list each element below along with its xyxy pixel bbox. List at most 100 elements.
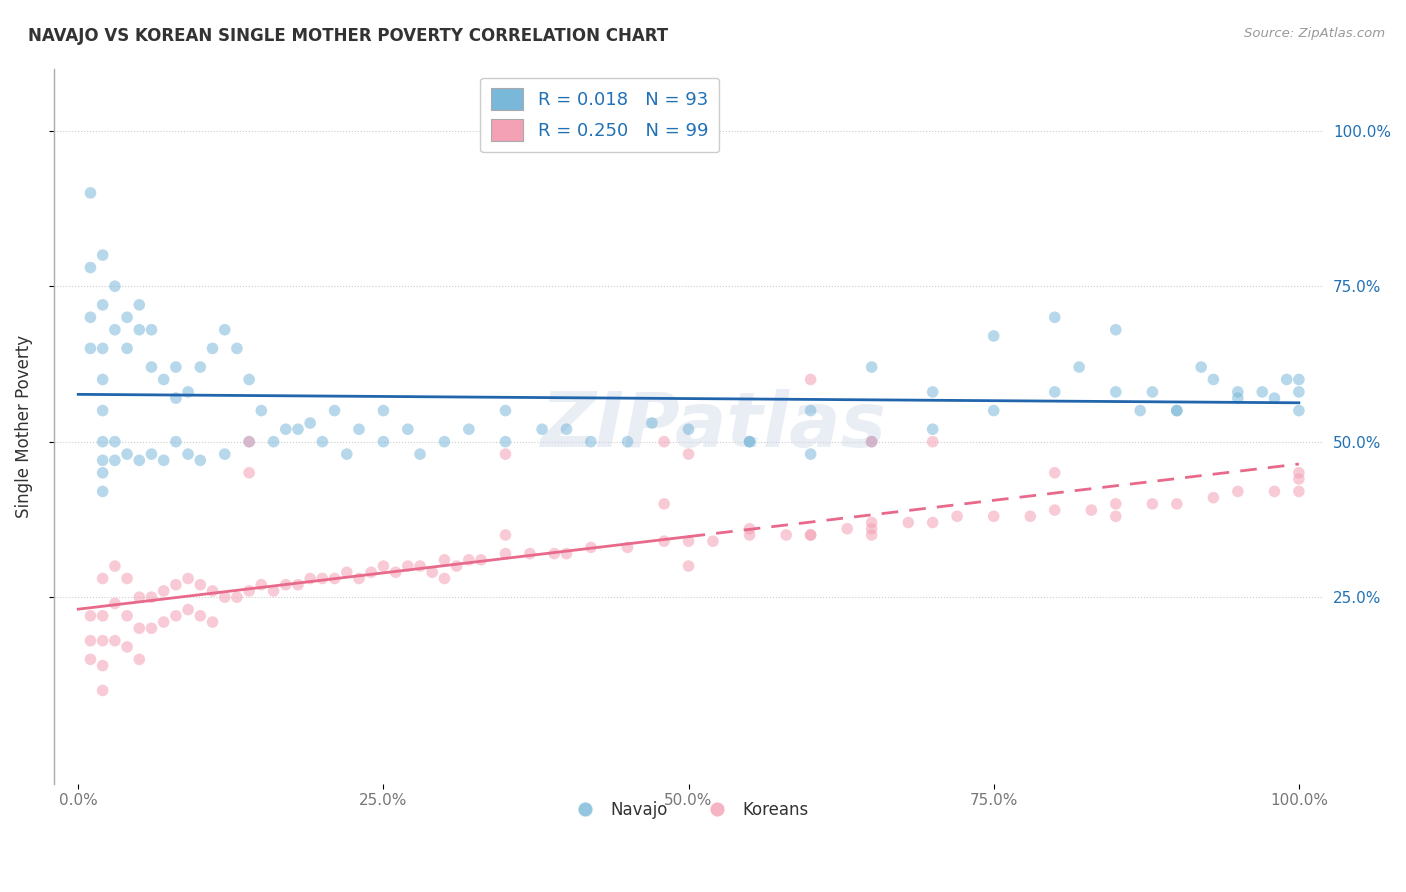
Point [79,186,101,200]
Point [311,572,333,586]
Point [983,329,1005,343]
Point [921,434,943,449]
Point [1263,484,1285,499]
Point [800,528,823,542]
Point [652,497,675,511]
Point [1043,503,1066,517]
Point [457,422,479,436]
Point [1069,359,1091,374]
Point [177,384,200,399]
Point [1226,391,1249,405]
Point [1105,497,1128,511]
Point [238,372,260,386]
Point [299,416,322,430]
Point [165,391,187,405]
Point [128,323,150,337]
Point [152,583,174,598]
Point [800,372,823,386]
Point [250,578,273,592]
Point [800,447,823,461]
Point [983,403,1005,417]
Point [104,323,127,337]
Point [1105,509,1128,524]
Point [287,422,309,436]
Point [373,434,395,449]
Point [1251,384,1274,399]
Point [446,559,468,574]
Point [495,447,517,461]
Point [738,434,761,449]
Point [1142,497,1164,511]
Point [678,559,700,574]
Point [519,547,541,561]
Point [860,359,883,374]
Point [860,516,883,530]
Point [495,434,517,449]
Point [347,572,370,586]
Point [128,453,150,467]
Point [128,590,150,604]
Point [165,608,187,623]
Point [238,434,260,449]
Point [323,403,346,417]
Point [1043,384,1066,399]
Point [226,342,249,356]
Point [141,447,163,461]
Point [104,279,127,293]
Point [287,578,309,592]
Point [800,528,823,542]
Point [531,422,554,436]
Point [616,434,638,449]
Point [775,528,797,542]
Point [188,453,211,467]
Point [641,416,664,430]
Point [495,547,517,561]
Point [263,434,285,449]
Point [263,583,285,598]
Point [141,590,163,604]
Point [495,528,517,542]
Point [1288,372,1310,386]
Point [91,466,114,480]
Text: NAVAJO VS KOREAN SINGLE MOTHER POVERTY CORRELATION CHART: NAVAJO VS KOREAN SINGLE MOTHER POVERTY C… [28,27,668,45]
Point [678,534,700,549]
Point [91,434,114,449]
Point [250,403,273,417]
Point [336,447,359,461]
Point [141,323,163,337]
Point [1105,384,1128,399]
Point [1288,484,1310,499]
Point [91,453,114,467]
Point [79,633,101,648]
Point [188,359,211,374]
Point [1189,359,1212,374]
Point [115,572,138,586]
Point [91,372,114,386]
Point [177,572,200,586]
Point [678,447,700,461]
Point [555,422,578,436]
Point [1105,323,1128,337]
Point [837,522,859,536]
Point [897,516,920,530]
Point [323,572,346,586]
Point [165,434,187,449]
Point [579,434,602,449]
Point [91,658,114,673]
Point [226,590,249,604]
Point [91,403,114,417]
Point [983,509,1005,524]
Point [177,447,200,461]
Point [1288,384,1310,399]
Point [115,608,138,623]
Text: ZIPatlas: ZIPatlas [541,389,887,463]
Point [214,590,236,604]
Point [188,608,211,623]
Point [384,566,406,580]
Point [738,522,761,536]
Point [141,621,163,635]
Point [91,484,114,499]
Point [1275,372,1298,386]
Legend: Navajo, Koreans: Navajo, Koreans [562,794,815,825]
Point [79,260,101,275]
